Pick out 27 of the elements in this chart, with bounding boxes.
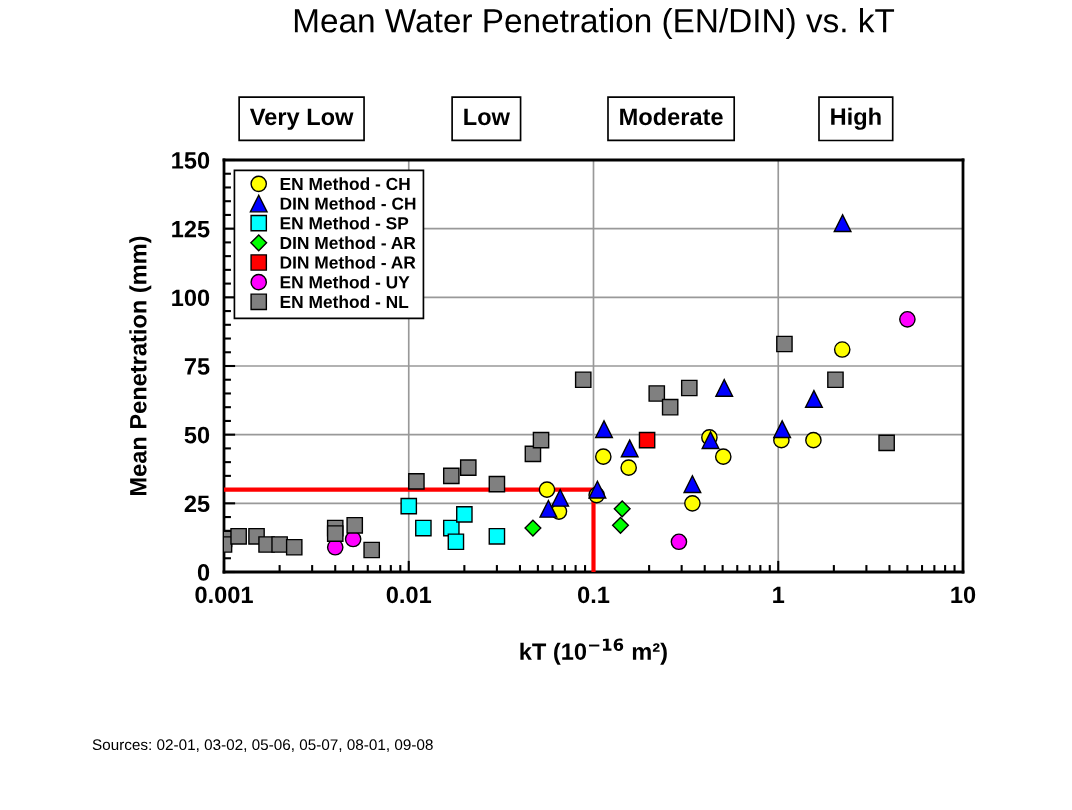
y-tick-label: 75 bbox=[184, 358, 210, 375]
x-tick-label: 1 bbox=[773, 586, 785, 603]
text: High bbox=[831, 107, 881, 130]
y-tick-label: 100 bbox=[172, 289, 210, 307]
x-tick-label: 0.01 bbox=[386, 586, 432, 604]
x-axis-title: kT (10$^{−16}$ m²) bbox=[520, 638, 667, 665]
y-axis-title: Mean Penetration (mm) bbox=[129, 236, 152, 495]
y-tick-label: 0 bbox=[197, 564, 210, 581]
x-tick-label: 0.001 bbox=[195, 586, 253, 604]
chart-title: Mean Water Penetration (EN/DIN) vs. kT bbox=[294, 8, 895, 40]
y-tick-label: 50 bbox=[184, 426, 210, 444]
legend-label: DIN Method - AR bbox=[280, 236, 416, 250]
legend-label: DIN Method - CH bbox=[280, 197, 416, 210]
legend-label: EN Method - UY bbox=[280, 275, 410, 289]
legend-label: EN Method - CH bbox=[280, 177, 410, 191]
source-note: Sources: 02-01, 03-02, 05-06, 05-07, 08-01, 09-08 bbox=[92, 739, 433, 752]
x-tick-label: 10 bbox=[951, 586, 976, 604]
legend-label: EN Method - NL bbox=[280, 295, 409, 309]
text: Moderate bbox=[620, 107, 723, 126]
y-tick-label: 25 bbox=[184, 495, 210, 513]
text: Very Low bbox=[249, 108, 354, 130]
y-tick-label: 125 bbox=[172, 220, 210, 238]
y-tick-label: 150 bbox=[172, 152, 210, 169]
x-tick-label: 0.1 bbox=[578, 586, 610, 604]
text: Low bbox=[464, 108, 510, 126]
legend-label: DIN Method - AR bbox=[280, 255, 416, 269]
legend-label: EN Method - SP bbox=[280, 216, 409, 230]
